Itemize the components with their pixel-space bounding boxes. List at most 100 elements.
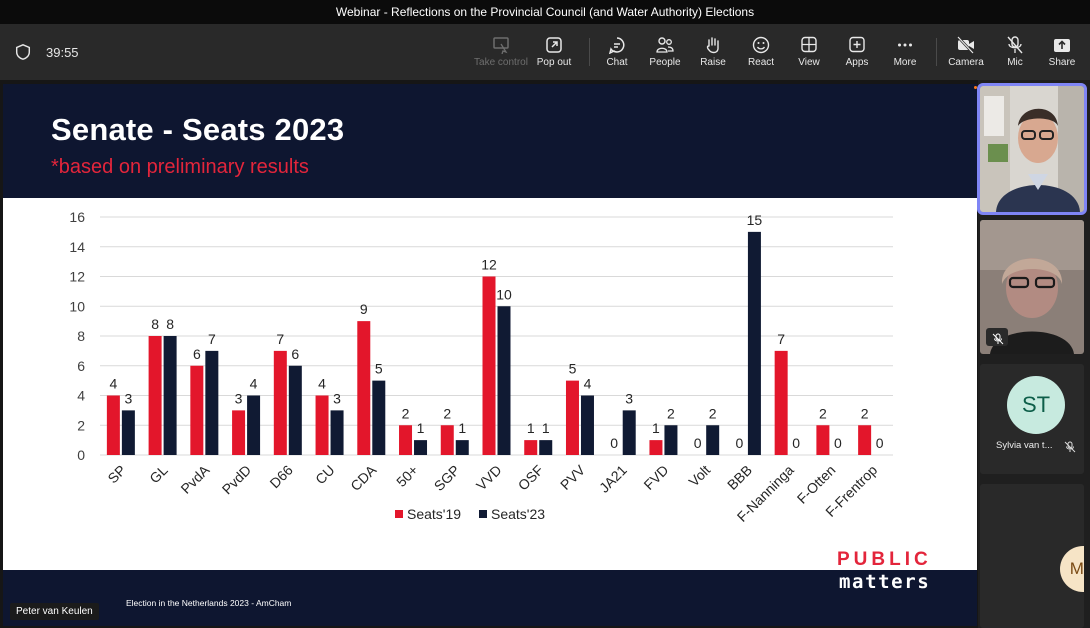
plus-box-icon [849, 36, 865, 53]
raise-hand-button[interactable]: Raise [685, 32, 741, 74]
bar-seats23 [664, 425, 678, 455]
react-label: React [747, 57, 775, 68]
data-label: 1 [652, 420, 660, 436]
data-label: 7 [276, 331, 284, 347]
take-control-button[interactable]: Take control [473, 32, 529, 74]
raise-label: Raise [700, 57, 726, 68]
bar-seats23 [247, 395, 261, 455]
camera-off-icon [957, 36, 974, 54]
apps-button[interactable]: Apps [829, 32, 885, 74]
data-label: 3 [625, 390, 633, 406]
people-icon [656, 37, 674, 53]
hand-icon [706, 37, 719, 54]
share-button[interactable]: Share [1034, 32, 1090, 74]
view-button[interactable]: View [781, 32, 837, 74]
data-label: 2 [861, 405, 869, 421]
meeting-toolbar: 39:55 Take control Pop out Chat People R… [0, 24, 1090, 80]
y-tick-label: 14 [69, 239, 85, 255]
people-button[interactable]: People [637, 32, 693, 74]
meeting-timer: 39:55 [46, 45, 79, 60]
toolbar-divider [936, 38, 937, 66]
bar-seats19 [858, 425, 872, 455]
bar-seats23 [580, 395, 594, 455]
bar-seats23 [330, 410, 344, 455]
people-label: People [649, 57, 681, 68]
shield-icon[interactable] [14, 43, 32, 61]
bar-seats23 [455, 440, 469, 455]
data-label: 4 [250, 376, 258, 392]
data-label: 0 [792, 435, 800, 451]
bar-seats19 [565, 380, 579, 455]
mic-off-icon [1064, 441, 1076, 453]
participant-tile-st[interactable]: ST Sylvia van t... [980, 364, 1084, 474]
x-tick-label: PVV [557, 461, 589, 493]
mic-off-icon [1007, 36, 1023, 54]
ellipsis-icon [898, 43, 912, 47]
take-control-icon [493, 37, 509, 54]
bar-seats19 [315, 395, 329, 455]
presentation-slide: Senate - Seats 2023 *based on preliminar… [3, 84, 977, 626]
data-label: 6 [291, 346, 299, 362]
chat-label: Chat [606, 57, 628, 68]
x-tick-label: PvdD [219, 462, 255, 498]
y-tick-label: 6 [77, 358, 85, 374]
x-tick-label: CU [312, 462, 338, 488]
x-tick-label: D66 [266, 462, 296, 492]
mic-button[interactable]: Mic [987, 32, 1043, 74]
data-label: 2 [667, 405, 675, 421]
camera-label: Camera [948, 57, 984, 68]
video-tile-speaker[interactable] [977, 83, 1087, 215]
chat-icon [608, 37, 625, 54]
bar-seats19 [399, 425, 413, 455]
x-tick-label: GL [146, 462, 171, 487]
bar-seats19 [273, 350, 287, 455]
x-tick-label: Volt [685, 462, 713, 490]
chat-button[interactable]: Chat [589, 32, 645, 74]
bar-seats19 [649, 440, 663, 455]
apps-label: Apps [845, 57, 869, 68]
pop-out-button[interactable]: Pop out [526, 32, 582, 74]
data-label: 0 [736, 435, 744, 451]
data-label: 1 [542, 420, 550, 436]
legend-entry: Seats'19 [407, 506, 461, 522]
share-up-icon [1054, 39, 1070, 52]
data-label: 7 [777, 331, 785, 347]
x-tick-label: BBB [724, 462, 755, 493]
bar-seats19 [232, 410, 246, 455]
react-button[interactable]: React [733, 32, 789, 74]
data-label: 4 [109, 376, 117, 392]
presenter-name-tag: Peter van Keulen [10, 603, 99, 620]
bar-seats23 [497, 306, 511, 455]
recording-indicator [974, 86, 977, 89]
bar-seats23 [747, 231, 761, 455]
data-label: 15 [747, 212, 763, 228]
bar-seats19 [148, 336, 162, 455]
smiley-icon [752, 36, 770, 54]
toolbar-divider [589, 38, 590, 66]
video-tile-participant[interactable] [980, 220, 1084, 354]
bar-seats19 [816, 425, 830, 455]
data-label: 3 [124, 390, 132, 406]
slide-subtitle: *based on preliminary results [51, 156, 309, 178]
y-tick-label: 8 [77, 328, 85, 344]
participant-tile-mh[interactable]: MH [980, 484, 1084, 628]
data-label: 4 [318, 376, 326, 392]
legend-swatch [395, 510, 403, 518]
window-titlebar: Webinar - Reflections on the Provincial … [0, 0, 1090, 24]
data-label: 1 [527, 420, 535, 436]
x-tick-label: OSF [515, 462, 547, 494]
bar-seats19 [524, 440, 538, 455]
bar-seats23 [121, 410, 135, 455]
data-label: 3 [235, 390, 243, 406]
more-label: More [893, 57, 917, 68]
more-button[interactable]: More [877, 32, 933, 74]
slide-title: Senate - Seats 2023 [51, 112, 345, 147]
bar-seats19 [482, 276, 496, 455]
bar-seats19 [774, 350, 788, 455]
pop-out-label: Pop out [536, 57, 572, 68]
data-label: 2 [709, 405, 717, 421]
x-tick-label: SP [104, 462, 129, 487]
camera-button[interactable]: Camera [938, 32, 994, 74]
bar-seats19 [106, 395, 120, 455]
